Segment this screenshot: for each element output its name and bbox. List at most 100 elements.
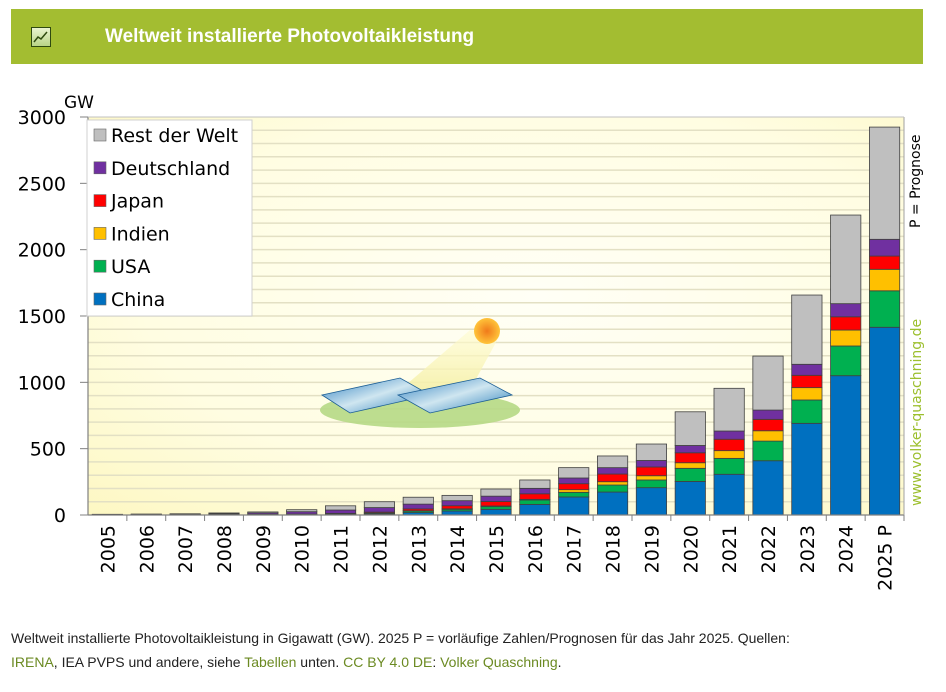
bar-segment-deutschland [597, 467, 629, 475]
y-tick-label: 0 [54, 505, 66, 527]
bar-segment-rest-der-welt [519, 479, 551, 489]
sun-icon [474, 318, 500, 344]
legend-label: China [111, 289, 165, 311]
link-license[interactable]: CC BY 4.0 DE [343, 654, 433, 670]
bar-segment-deutschland [869, 238, 901, 257]
link-irena[interactable]: IRENA [11, 654, 54, 670]
page-title: Weltweit installierte Photovoltaikleistu… [105, 26, 475, 47]
x-tick-label: 2025 P [875, 525, 897, 591]
bar-segment-rest-der-welt [791, 294, 823, 365]
bar-segment-japan [441, 505, 473, 510]
legend-label: Indien [111, 223, 170, 245]
solar-panel-icon [396, 377, 514, 414]
x-tick-label: 2018 [603, 525, 625, 573]
y-tick-label: 1500 [18, 306, 66, 328]
legend-swatch [93, 227, 107, 240]
bar-segment-rest-der-welt [402, 496, 434, 505]
bar-2017 [558, 467, 590, 516]
bar-segment-usa [674, 467, 706, 482]
bar-segment-japan [558, 483, 590, 491]
x-tick-label: 2014 [447, 525, 469, 573]
bar-segment-japan [869, 255, 901, 270]
bar-segment-rest-der-welt [869, 126, 901, 240]
bar-segment-deutschland [635, 460, 667, 468]
x-tick-label: 2019 [641, 525, 663, 573]
watermark: www.volker-quaschning.de [909, 319, 925, 506]
link-tabellen[interactable]: Tabellen [244, 654, 297, 670]
y-tick-label: 500 [30, 439, 66, 461]
bar-segment-china [635, 487, 667, 516]
bar-2015 [480, 488, 512, 516]
bar-segment-deutschland [830, 303, 862, 318]
bar-segment-china [869, 326, 901, 516]
x-tick-label: 2022 [758, 525, 780, 573]
bar-segment-rest-der-welt [558, 467, 590, 479]
bar-2025-P [869, 126, 901, 516]
bar-segment-china [752, 460, 784, 516]
bar-segment-rest-der-welt [441, 494, 473, 502]
bar-segment-japan [674, 452, 706, 464]
bar-segment-japan [752, 418, 784, 432]
y-tick-label: 3000 [18, 107, 66, 129]
bar-segment-usa [558, 491, 590, 498]
x-tick-label: 2020 [680, 525, 702, 573]
bar-segment-japan [597, 473, 629, 483]
bar-segment-china [674, 481, 706, 516]
bar-segment-rest-der-welt [480, 488, 512, 497]
bar-2012 [363, 501, 395, 516]
bar-2021 [713, 387, 745, 516]
bar-segment-usa [791, 399, 823, 424]
bar-segment-indien [674, 462, 706, 469]
bar-segment-indien [635, 475, 667, 481]
legend-swatch [93, 292, 107, 306]
bar-segment-indien [830, 329, 862, 347]
legend-item: USA [93, 256, 150, 278]
bar-segment-rest-der-welt [752, 355, 784, 411]
bar-segment-deutschland [402, 503, 434, 510]
figure-caption: Weltweit installierte Photovoltaikleistu… [11, 626, 936, 674]
y-tick-label: 2500 [18, 173, 66, 195]
bar-segment-rest-der-welt [247, 511, 279, 514]
legend-label: USA [111, 256, 150, 278]
x-tick-label: 2006 [136, 525, 158, 573]
bar-segment-china [480, 508, 512, 516]
bar-segment-japan [480, 501, 512, 507]
bar-segment-deutschland [674, 445, 706, 454]
bar-2023 [791, 294, 823, 516]
bar-2014 [441, 494, 473, 516]
bar-segment-japan [635, 466, 667, 477]
link-author[interactable]: Volker Quaschning [440, 654, 558, 670]
y-tick-label: 2000 [18, 240, 66, 262]
bar-segment-china [830, 375, 862, 516]
bar-segment-china [791, 422, 823, 516]
y-tick-label: 1000 [18, 372, 66, 394]
line-chart-icon [31, 27, 51, 47]
bar-2011 [325, 505, 357, 516]
legend-item: China [93, 289, 165, 311]
caption-text: : [432, 654, 441, 670]
caption-text: . [557, 654, 562, 670]
x-tick-label: 2021 [719, 525, 741, 573]
legend-swatch [93, 259, 107, 273]
bar-segment-deutschland [480, 495, 512, 502]
bar-segment-indien [752, 430, 784, 442]
bar-2024 [830, 214, 862, 516]
bar-segment-japan [830, 316, 862, 331]
bar-segment-deutschland [363, 507, 395, 513]
bar-segment-china [519, 503, 551, 516]
x-tick-label: 2010 [292, 525, 314, 573]
x-tick-label: 2017 [564, 525, 586, 573]
x-tick-label: 2016 [525, 525, 547, 573]
bar-segment-indien [869, 268, 901, 292]
solar-panel-illustration [320, 318, 520, 428]
bar-segment-indien [597, 481, 629, 486]
caption-text: Weltweit installierte Photovoltaikleistu… [11, 630, 790, 646]
caption-text: , IEA PVPS und andere, siehe [53, 654, 245, 670]
legend: Rest der Welt Deutschland Japan Indien USA Ch… [86, 119, 253, 317]
bar-segment-usa [713, 457, 745, 475]
x-tick-label: 2007 [175, 525, 197, 573]
bar-segment-usa [519, 499, 551, 505]
bar-segment-deutschland [752, 409, 784, 420]
bar-segment-deutschland [519, 487, 551, 495]
bar-segment-rest-der-welt [286, 509, 318, 513]
